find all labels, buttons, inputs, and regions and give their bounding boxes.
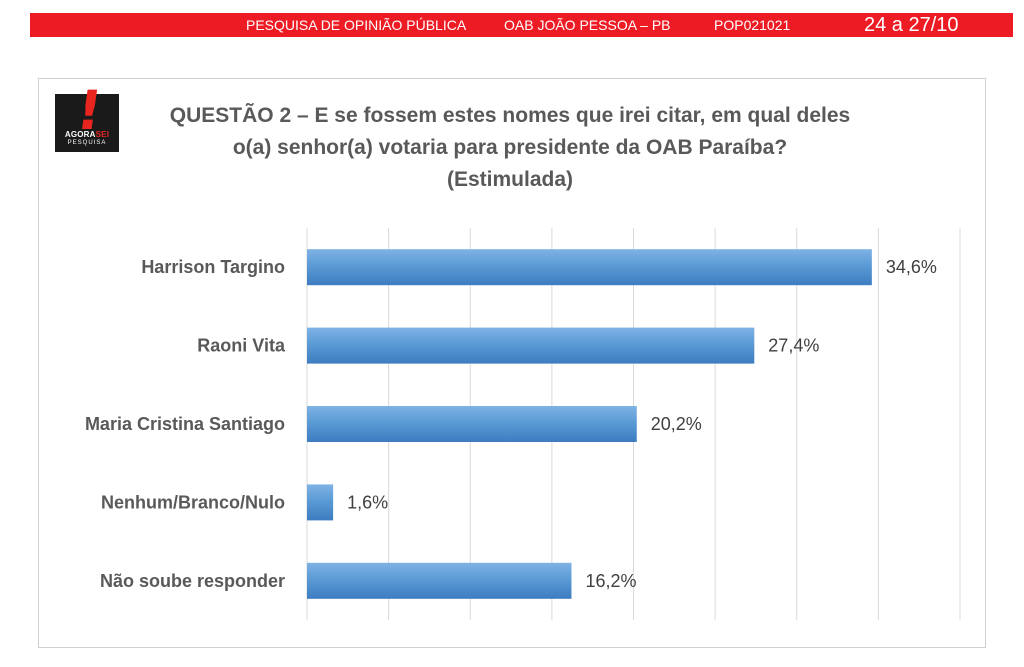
title-line-1: QUESTÃO 2 – E se fossem estes nomes que … bbox=[169, 104, 851, 127]
bars bbox=[307, 249, 872, 599]
category-label: Nenhum/Branco/Nulo bbox=[101, 492, 285, 512]
logo-background bbox=[55, 94, 119, 152]
logo-sub: PESQUISA bbox=[67, 140, 107, 146]
bar bbox=[307, 406, 637, 442]
value-label: 20,2% bbox=[651, 414, 702, 434]
header-bar: PESQUISA DE OPINIÃO PÚBLICA OAB JOÃO PES… bbox=[30, 13, 1013, 37]
survey-code: POP021021 bbox=[714, 17, 791, 33]
chart-title: QUESTÃO 2 – E se fossem estes nomes que … bbox=[130, 100, 890, 196]
value-label: 16,2% bbox=[585, 571, 636, 591]
value-label: 34,6% bbox=[886, 257, 937, 277]
survey-dates: 24 a 27/10 bbox=[864, 14, 959, 36]
bar bbox=[307, 484, 334, 521]
survey-label: PESQUISA DE OPINIÃO PÚBLICA bbox=[246, 17, 467, 33]
value-label: 1,6% bbox=[347, 492, 388, 512]
category-label: Maria Cristina Santiago bbox=[85, 414, 285, 434]
labels: Harrison Targino 34,6% Raoni Vita 27,4% Mari… bbox=[85, 257, 937, 591]
bar bbox=[307, 327, 755, 364]
logo-brand: AGORASEI bbox=[64, 130, 110, 139]
category-label: Raoni Vita bbox=[197, 336, 286, 356]
agorasei-logo: ! AGORASEI PESQUISA bbox=[55, 79, 119, 162]
value-label: 27,4% bbox=[768, 336, 819, 356]
title-line-3: (Estimulada) bbox=[446, 168, 574, 191]
category-label: Harrison Targino bbox=[141, 257, 285, 277]
title-line-2: o(a) senhor(a) votaria para presidente d… bbox=[232, 136, 788, 159]
location-label: OAB JOÃO PESSOA – PB bbox=[504, 17, 671, 33]
category-label: Não soube responder bbox=[100, 571, 285, 591]
bar bbox=[307, 249, 872, 286]
bar bbox=[307, 562, 572, 599]
